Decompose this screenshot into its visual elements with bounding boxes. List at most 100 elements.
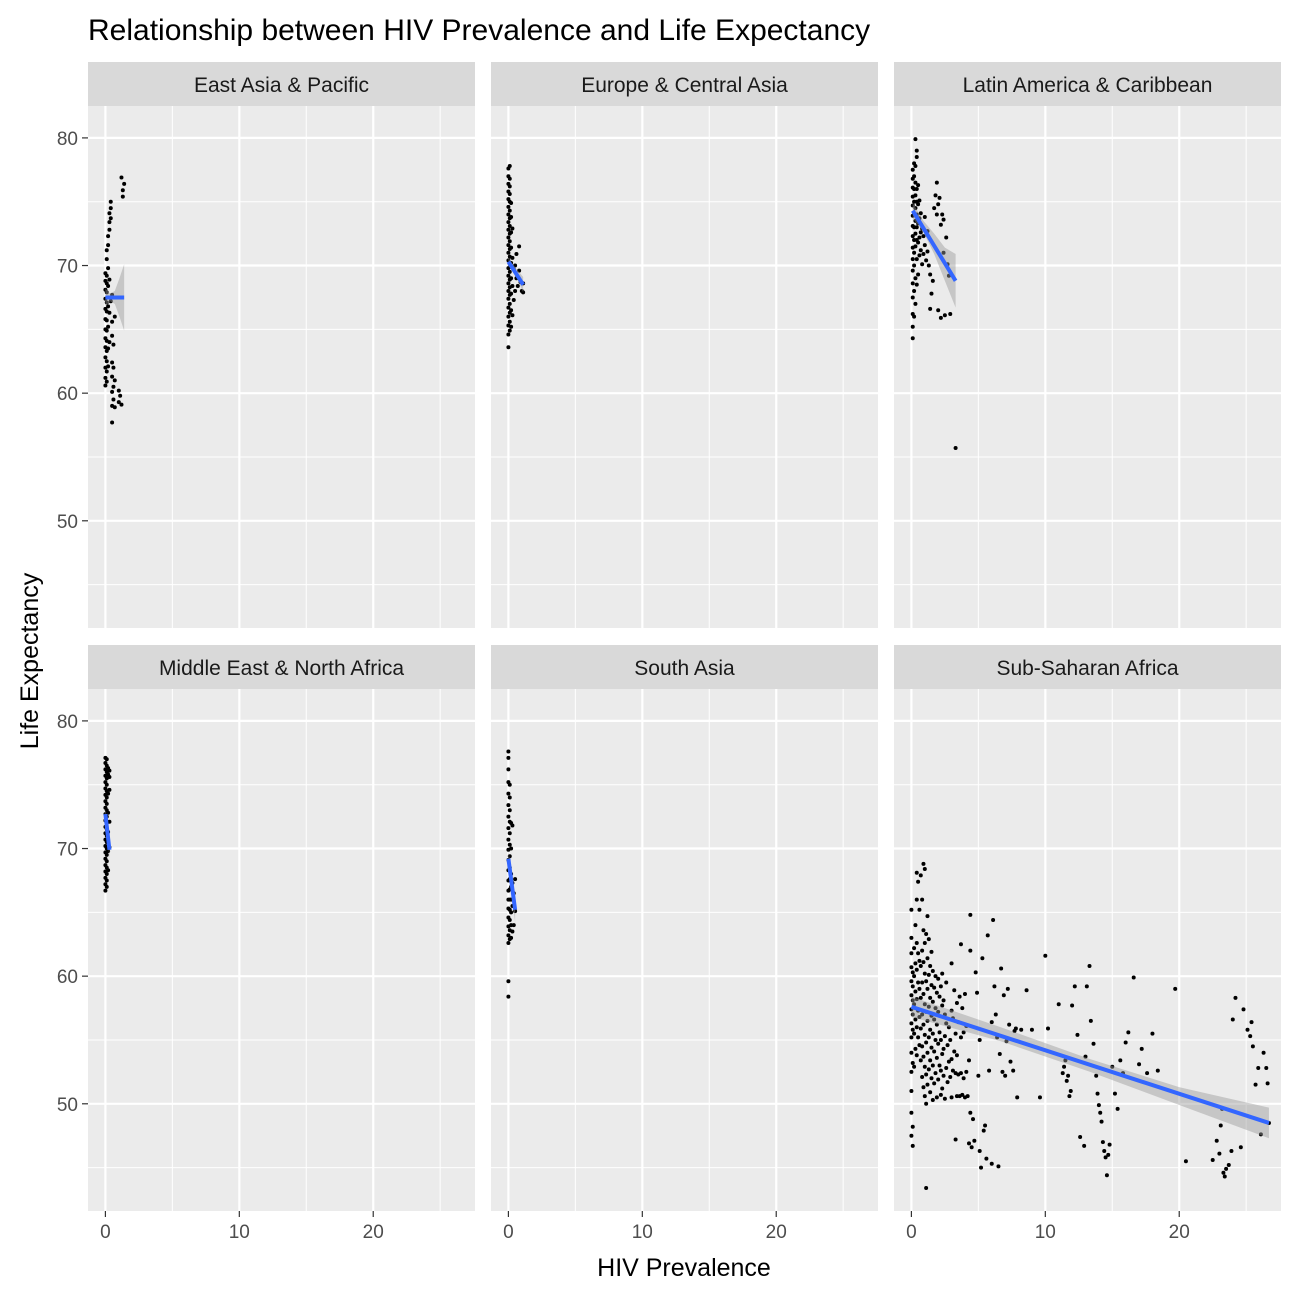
data-point xyxy=(104,369,109,374)
data-point xyxy=(938,1037,943,1042)
data-point xyxy=(106,868,111,873)
data-point xyxy=(922,1094,927,1099)
panel-background xyxy=(894,689,1281,1211)
data-point xyxy=(1001,993,1006,998)
data-point xyxy=(1029,1027,1034,1032)
data-point xyxy=(966,1141,971,1146)
data-point xyxy=(1123,1040,1128,1045)
data-point xyxy=(513,263,518,268)
data-point xyxy=(509,910,514,915)
data-point xyxy=(506,296,511,301)
data-point xyxy=(507,184,512,189)
facet-strip-label: Europe & Central Asia xyxy=(581,74,788,97)
data-point xyxy=(930,1097,935,1102)
data-point xyxy=(914,870,919,875)
data-point xyxy=(992,984,997,989)
data-point xyxy=(1019,1027,1024,1032)
data-point xyxy=(510,283,515,288)
data-point xyxy=(938,984,943,989)
data-point xyxy=(1102,1149,1107,1154)
data-point xyxy=(918,230,923,235)
data-point xyxy=(938,222,943,227)
data-point xyxy=(104,257,109,262)
data-point xyxy=(930,1031,935,1036)
data-point xyxy=(1078,1134,1083,1139)
data-point xyxy=(922,215,927,220)
x-tick-label: 0 xyxy=(100,1222,111,1243)
data-point xyxy=(1068,1089,1073,1094)
facet-panel: East Asia & Pacific 50 60 70 80 xyxy=(57,62,475,628)
data-point xyxy=(110,374,115,379)
data-point xyxy=(507,795,512,800)
data-point xyxy=(917,986,922,991)
y-tick-label: 80 xyxy=(57,129,78,150)
data-point xyxy=(506,791,511,796)
data-point xyxy=(509,215,514,220)
data-point xyxy=(977,1037,982,1042)
data-point xyxy=(918,248,923,253)
data-point xyxy=(948,312,953,317)
data-point xyxy=(960,1006,965,1011)
data-point xyxy=(507,782,512,787)
data-point xyxy=(916,183,921,188)
data-point xyxy=(922,1032,927,1037)
data-point xyxy=(928,963,933,968)
x-axis-title: HIV Prevalence xyxy=(597,1254,771,1282)
data-point xyxy=(106,364,111,369)
data-point xyxy=(929,291,934,296)
chart-title: Relationship between HIV Prevalence and … xyxy=(88,14,870,47)
data-point xyxy=(929,983,934,988)
y-tick-label: 70 xyxy=(57,257,78,278)
data-point xyxy=(1173,986,1178,991)
data-point xyxy=(913,206,918,211)
data-point xyxy=(932,1017,937,1022)
data-point xyxy=(103,888,108,893)
data-point xyxy=(1064,1078,1069,1083)
data-point xyxy=(106,849,111,854)
data-point xyxy=(981,1128,986,1133)
facet-panel: Latin America & Caribbean xyxy=(894,62,1281,628)
data-point xyxy=(930,999,935,1004)
data-point xyxy=(940,212,945,217)
data-point xyxy=(1226,1163,1231,1168)
data-point xyxy=(107,768,112,773)
data-point xyxy=(909,1035,914,1040)
data-point xyxy=(934,990,939,995)
data-point xyxy=(964,1069,969,1074)
data-point xyxy=(507,831,512,836)
data-point xyxy=(961,1030,966,1035)
data-point xyxy=(912,946,917,951)
data-point xyxy=(925,1082,930,1087)
data-point xyxy=(110,420,115,425)
data-point xyxy=(511,923,516,928)
data-point xyxy=(976,1073,981,1078)
data-point xyxy=(909,935,914,940)
data-point xyxy=(910,984,915,989)
data-point xyxy=(1056,1002,1061,1007)
data-point xyxy=(916,1035,921,1040)
data-point xyxy=(925,1018,930,1023)
data-point xyxy=(910,1012,915,1017)
data-point xyxy=(507,854,512,859)
data-point xyxy=(912,174,917,179)
data-point xyxy=(506,767,511,772)
data-point xyxy=(104,782,109,787)
data-point xyxy=(932,1049,937,1054)
data-point xyxy=(913,231,918,236)
data-point xyxy=(506,814,511,819)
data-point xyxy=(940,971,945,976)
data-point xyxy=(916,951,921,956)
data-point xyxy=(506,220,511,225)
data-point xyxy=(1112,1091,1117,1096)
data-point xyxy=(921,861,926,866)
data-point xyxy=(925,914,930,919)
data-point xyxy=(1060,1071,1065,1076)
data-point xyxy=(942,1034,947,1039)
data-point xyxy=(909,1133,914,1138)
data-point xyxy=(506,803,511,808)
data-point xyxy=(507,808,512,813)
data-point xyxy=(916,272,921,277)
data-point xyxy=(1066,1073,1071,1078)
data-point xyxy=(1137,1062,1142,1067)
data-point xyxy=(509,230,514,235)
